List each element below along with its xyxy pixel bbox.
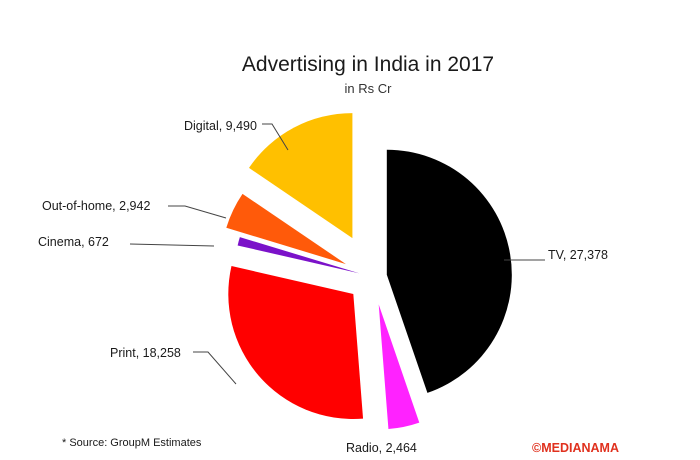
- label-radio: Radio, 2,464: [346, 441, 417, 455]
- brand-watermark: ©MEDIANAMA: [532, 441, 619, 455]
- slice-radio: [378, 304, 420, 430]
- slice-tv: [386, 149, 512, 393]
- label-digital: Digital, 9,490: [184, 119, 257, 133]
- source-note: * Source: GroupM Estimates: [62, 437, 202, 449]
- slice-print: [228, 266, 364, 419]
- slice-cinema: [237, 237, 360, 274]
- leader-line-print: [193, 351, 237, 385]
- chart-subtitle: in Rs Cr: [345, 81, 393, 96]
- slice-digital: [248, 113, 353, 239]
- slice-labels: TV, 27,378 Radio, 2,464 Print, 18,258 Cinem…: [38, 119, 608, 455]
- label-out-of-home: Out-of-home, 2,942: [42, 199, 150, 213]
- label-cinema: Cinema, 672: [38, 235, 109, 249]
- pie-slices: [226, 113, 512, 430]
- slice-out-of-home: [226, 193, 346, 265]
- leader-line-digital: [262, 123, 289, 151]
- leader-line-out-of-home: [168, 205, 227, 219]
- chart-title: Advertising in India in 2017: [242, 53, 494, 76]
- label-print: Print, 18,258: [110, 346, 181, 360]
- leader-line-cinema: [129, 243, 215, 247]
- label-tv: TV, 27,378: [548, 248, 608, 262]
